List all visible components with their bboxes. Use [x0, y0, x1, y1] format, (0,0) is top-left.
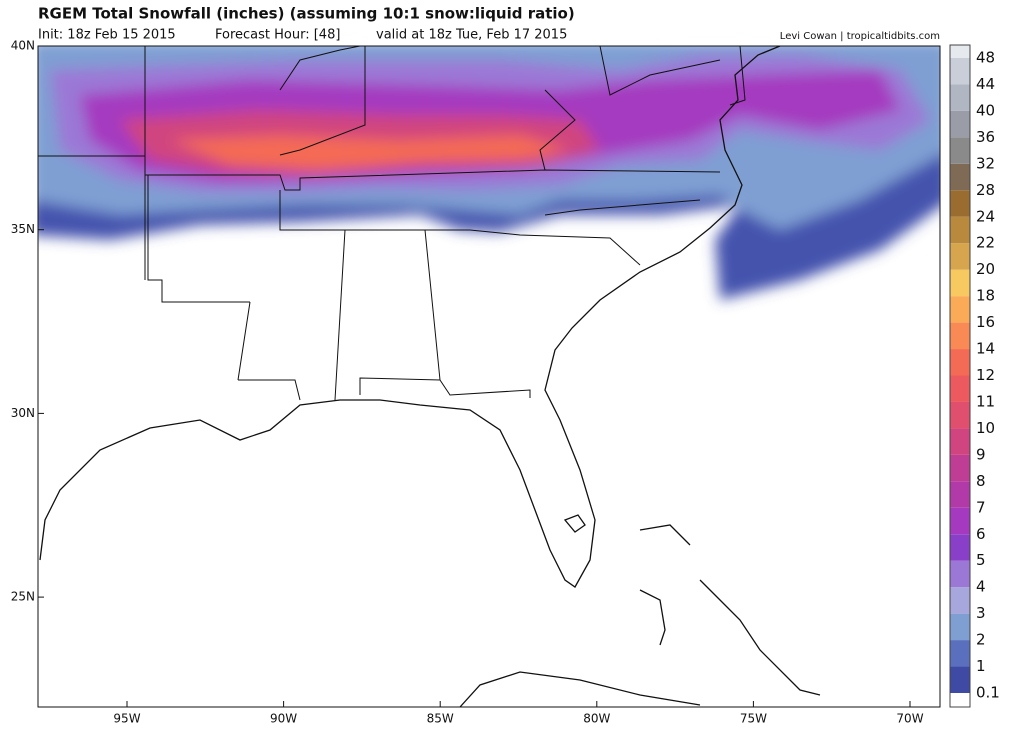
- lon-label: 75W: [740, 712, 767, 726]
- colorbar-label: 32: [976, 154, 995, 172]
- lat-label: 40N: [11, 39, 35, 53]
- lon-label: 85W: [427, 712, 454, 726]
- caribbean-coast: [459, 524, 821, 707]
- colorbar-frame: [949, 44, 971, 708]
- colorbar-swatch: [950, 322, 970, 350]
- colorbar-label: 18: [976, 287, 995, 305]
- lat-label: 30N: [11, 406, 35, 420]
- lat-label: 25N: [11, 590, 35, 604]
- colorbar-label: 3: [976, 604, 986, 622]
- colorbar-label: 28: [976, 181, 995, 199]
- lon-label: 80W: [583, 712, 610, 726]
- map-frame: [37, 45, 941, 708]
- colorbar-label: 6: [976, 525, 986, 543]
- colorbar-label: 10: [976, 419, 995, 437]
- colorbar-swatch: [950, 375, 970, 402]
- lon-label: 95W: [113, 712, 140, 726]
- colorbar-swatch: [950, 190, 970, 217]
- colorbar-swatch: [950, 507, 970, 535]
- colorbar-swatch: [950, 163, 970, 191]
- colorbar-swatch: [950, 216, 970, 244]
- colorbar-swatch: [950, 640, 970, 667]
- title: RGEM Total Snowfall (inches) (assuming 1…: [38, 5, 575, 23]
- colorbar-label: 0.1: [976, 684, 1000, 702]
- colorbar-label: 22: [976, 234, 995, 252]
- colorbar-swatch: [950, 84, 970, 111]
- snowfall-field: [38, 46, 940, 300]
- colorbar-label: 1: [976, 657, 986, 675]
- colorbar-label: 36: [976, 128, 995, 146]
- map-area: [38, 46, 940, 707]
- colorbar-swatch: [950, 693, 970, 707]
- colorbar-swatch: [950, 613, 970, 641]
- colorbar-label: 48: [976, 49, 995, 67]
- colorbar-label: 8: [976, 472, 986, 490]
- colorbar-swatch: [950, 243, 970, 270]
- colorbar-label: 4: [976, 578, 986, 596]
- colorbar-swatch: [950, 534, 970, 561]
- colorbar-label: 12: [976, 366, 995, 384]
- colorbar-label: 9: [976, 445, 986, 463]
- colorbar-swatch: [950, 58, 970, 85]
- colorbar-label: 5: [976, 551, 986, 569]
- lake-okeechobee: [563, 514, 586, 533]
- coastline: [39, 46, 781, 588]
- colorbar-label: 2: [976, 631, 986, 649]
- colorbar-label: 44: [976, 75, 995, 93]
- colorbar-label: 16: [976, 313, 995, 331]
- colorbar-swatch: [950, 666, 970, 693]
- colorbar-label: 20: [976, 260, 995, 278]
- colorbar-swatch: [950, 349, 970, 376]
- colorbar-label: 14: [976, 340, 995, 358]
- colorbar-swatch: [950, 137, 970, 164]
- credit: Levi Cowan | tropicaltidbits.com: [780, 31, 940, 42]
- colorbar-swatch: [950, 296, 970, 323]
- lat-label: 35N: [11, 222, 35, 236]
- lon-label: 70W: [896, 712, 923, 726]
- colorbar-swatch: [950, 401, 970, 429]
- colorbar-label: 24: [976, 207, 995, 225]
- init-time: Init: 18z Feb 15 2015: [38, 28, 176, 43]
- valid-time: valid at 18z Tue, Feb 17 2015: [376, 28, 567, 43]
- colorbar-label: 40: [976, 101, 995, 119]
- lon-label: 90W: [270, 712, 297, 726]
- colorbar-swatch: [950, 454, 970, 482]
- colorbar-label: 7: [976, 498, 986, 516]
- colorbar-swatch: [950, 269, 970, 297]
- colorbar-swatch: [950, 428, 970, 455]
- forecast-hour: Forecast Hour: [48]: [215, 28, 340, 43]
- colorbar-swatch: [950, 110, 970, 138]
- state-borders: [38, 46, 746, 401]
- colorbar-label: 11: [976, 392, 995, 410]
- colorbar-swatch: [950, 45, 970, 58]
- colorbar-swatch: [950, 560, 970, 588]
- colorbar-swatch: [950, 587, 970, 614]
- colorbar-swatch: [950, 481, 970, 508]
